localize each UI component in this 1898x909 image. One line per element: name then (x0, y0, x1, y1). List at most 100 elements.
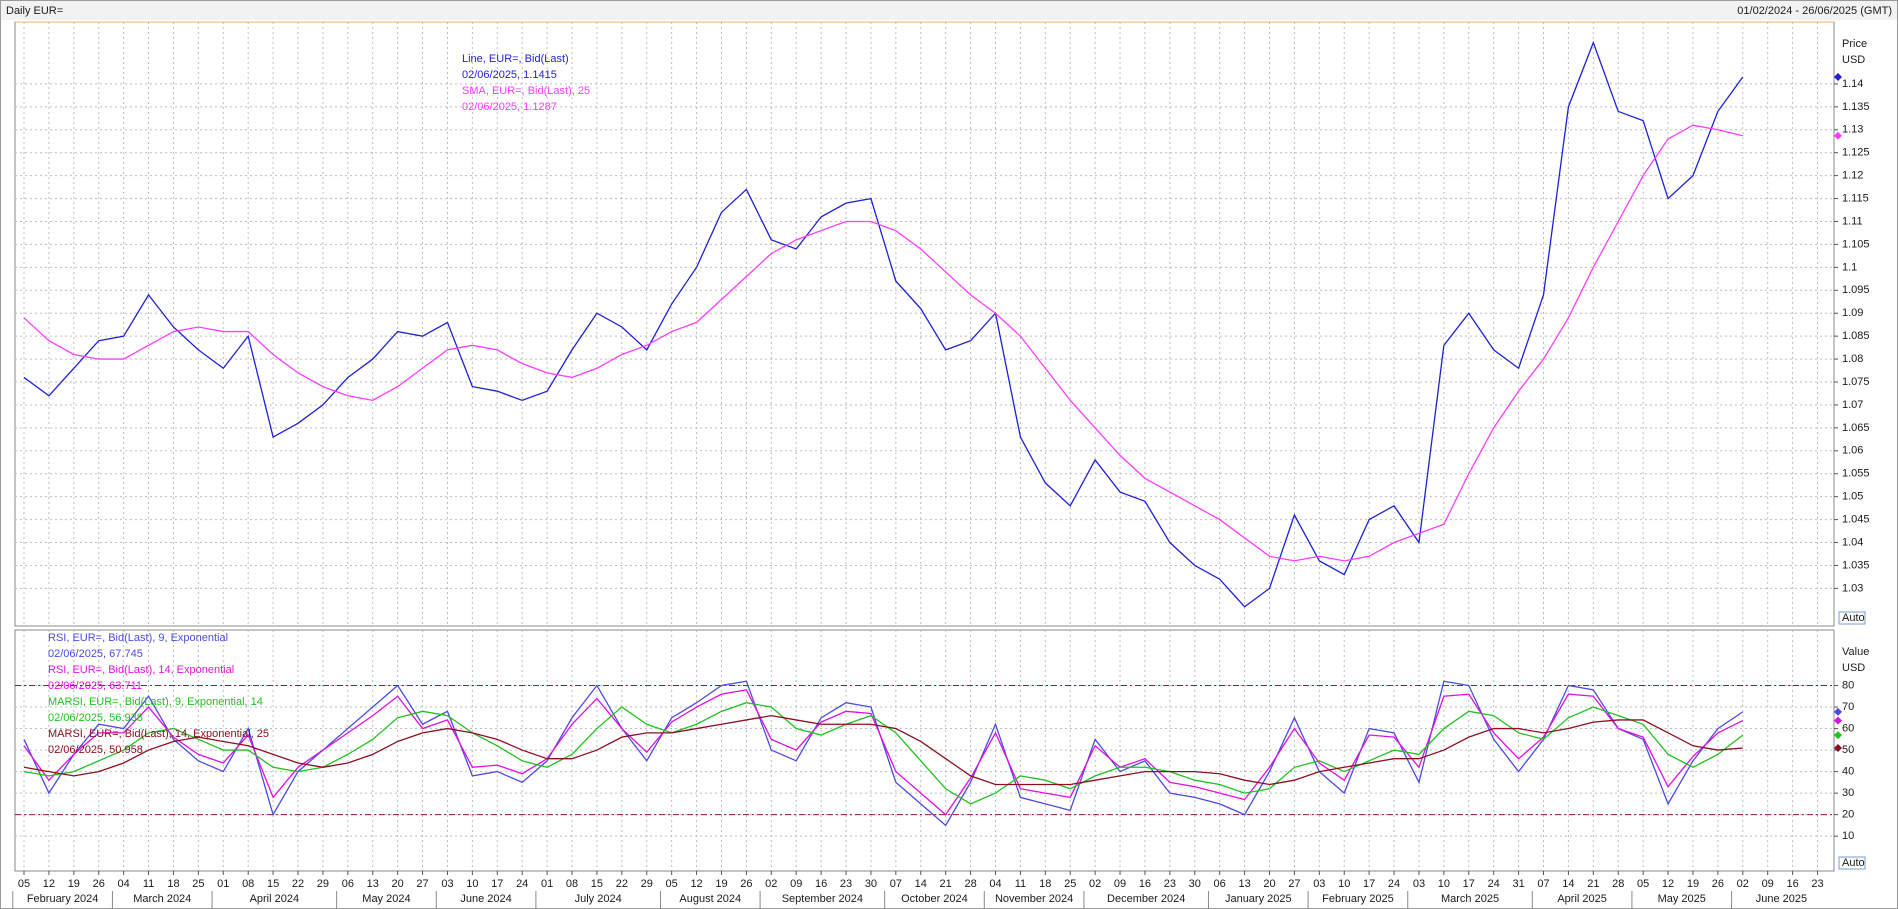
axis-title: Price (1842, 38, 1867, 50)
x-tick-label: 24 (1388, 878, 1400, 890)
y-tick-label: 1.05 (1842, 491, 1863, 503)
month-label: March 2024 (133, 893, 191, 905)
month-label: August 2024 (679, 893, 741, 905)
series-line (23, 680, 1744, 827)
x-tick-label: 18 (1039, 878, 1051, 890)
axis-title: Value (1842, 646, 1869, 658)
axis-mode: Auto (1842, 857, 1865, 869)
x-tick-label: 11 (143, 878, 154, 890)
y-tick-label: 50 (1842, 744, 1854, 756)
month-label: June 2025 (1756, 893, 1807, 905)
month-label: June 2024 (460, 893, 511, 905)
x-tick-label: 09 (790, 878, 802, 890)
y-tick-label: 1.095 (1842, 284, 1870, 296)
x-tick-label: 05 (666, 878, 678, 890)
auto-box (1838, 856, 1866, 870)
x-tick-label: 22 (616, 878, 628, 890)
x-tick-label: 20 (392, 878, 404, 890)
x-tick-label: 13 (367, 878, 379, 890)
y-tick-label: 1.075 (1842, 376, 1870, 388)
last-value-marker (1834, 131, 1842, 140)
legend-value: 02/06/2025, 50.958 (48, 744, 143, 756)
y-tick-label: 60 (1842, 722, 1854, 734)
x-tick-label: 18 (167, 878, 179, 890)
x-tick-label: 10 (1438, 878, 1450, 890)
x-tick-label: 13 (1238, 878, 1250, 890)
legend-entry: Line, EUR=, Bid(Last) (462, 53, 569, 65)
y-tick-label: 1.07 (1842, 399, 1863, 411)
y-tick-label: 1.085 (1842, 330, 1870, 342)
y-tick-label: 10 (1842, 830, 1854, 842)
x-tick-label: 20 (1263, 878, 1275, 890)
x-tick-label: 02 (1089, 878, 1101, 890)
x-tick-label: 09 (1114, 878, 1126, 890)
legend-entry: RSI, EUR=, Bid(Last), 14, Exponential (48, 664, 234, 676)
x-tick-label: 09 (1762, 878, 1774, 890)
x-tick-label: 24 (516, 878, 528, 890)
x-tick-label: 10 (1338, 878, 1350, 890)
x-tick-label: 06 (1214, 878, 1226, 890)
y-tick-label: 1.055 (1842, 468, 1870, 480)
x-tick-label: 27 (1288, 878, 1300, 890)
series-line (23, 714, 1743, 786)
legend-value: 02/06/2025, 67.745 (48, 648, 143, 660)
y-tick-label: 70 (1842, 701, 1854, 713)
x-tick-label: 26 (93, 878, 105, 890)
x-tick-label: 16 (815, 878, 827, 890)
legend-entry: MARSI, EUR=, Bid(Last), 9, Exponential, … (48, 696, 263, 708)
last-value-marker (1834, 707, 1842, 716)
plot-area (14, 21, 1835, 627)
x-tick-label: 26 (740, 878, 752, 890)
x-tick-label: 28 (1612, 878, 1624, 890)
month-label: December 2024 (1107, 893, 1185, 905)
x-tick-label: 08 (566, 878, 578, 890)
header-bar (1, 1, 1897, 20)
y-tick-label: 40 (1842, 765, 1854, 777)
legend-entry: MARSI, EUR=, Bid(Last), 14, Exponential,… (48, 728, 269, 740)
x-tick-label: 25 (192, 878, 204, 890)
x-tick-label: 12 (1662, 878, 1674, 890)
x-tick-label: 01 (217, 878, 229, 890)
x-tick-label: 14 (915, 878, 927, 890)
month-label: May 2025 (1658, 893, 1706, 905)
month-label: July 2024 (575, 893, 622, 905)
legend-value: 02/06/2025, 63.711 (48, 680, 142, 692)
last-value-marker (1834, 73, 1842, 82)
month-label: February 2024 (27, 893, 99, 905)
series-line (23, 40, 1744, 608)
month-label: February 2025 (1322, 893, 1394, 905)
x-tick-label: 05 (1637, 878, 1649, 890)
x-tick-label: 31 (1512, 878, 1524, 890)
x-tick-label: 28 (964, 878, 976, 890)
series-line (23, 689, 1744, 816)
x-tick-label: 02 (765, 878, 777, 890)
y-tick-label: 1.125 (1842, 147, 1870, 159)
legend-value: 02/06/2025, 56.938 (48, 712, 143, 724)
x-tick-label: 26 (1712, 878, 1724, 890)
legend-value: 02/06/2025, 1.1287 (462, 101, 557, 113)
month-label: November 2024 (995, 893, 1073, 905)
x-tick-label: 23 (1164, 878, 1176, 890)
y-tick-label: 1.035 (1842, 559, 1870, 571)
x-tick-label: 05 (18, 878, 30, 890)
y-tick-label: 20 (1842, 809, 1854, 821)
legend-value: 02/06/2025, 1.1415 (462, 69, 557, 81)
x-tick-label: 17 (1363, 878, 1375, 890)
auto-box (1838, 611, 1866, 625)
y-tick-label: 1.09 (1842, 307, 1863, 319)
axis-unit: USD (1842, 54, 1865, 66)
month-label: May 2024 (362, 893, 410, 905)
last-value-marker (1834, 744, 1842, 753)
y-tick-label: 1.12 (1842, 170, 1863, 182)
x-tick-label: 03 (1413, 878, 1425, 890)
x-tick-label: 16 (1786, 878, 1798, 890)
y-tick-label: 1.04 (1842, 536, 1863, 548)
y-tick-label: 1.08 (1842, 353, 1863, 365)
header-range: 01/02/2024 - 26/06/2025 (GMT) (1737, 5, 1892, 17)
x-tick-label: 25 (1064, 878, 1076, 890)
last-value-marker (1834, 731, 1842, 740)
series-line (23, 702, 1744, 805)
y-tick-label: 1.11 (1842, 215, 1863, 227)
y-tick-label: 1.045 (1842, 514, 1870, 526)
month-label: January 2025 (1225, 893, 1292, 905)
